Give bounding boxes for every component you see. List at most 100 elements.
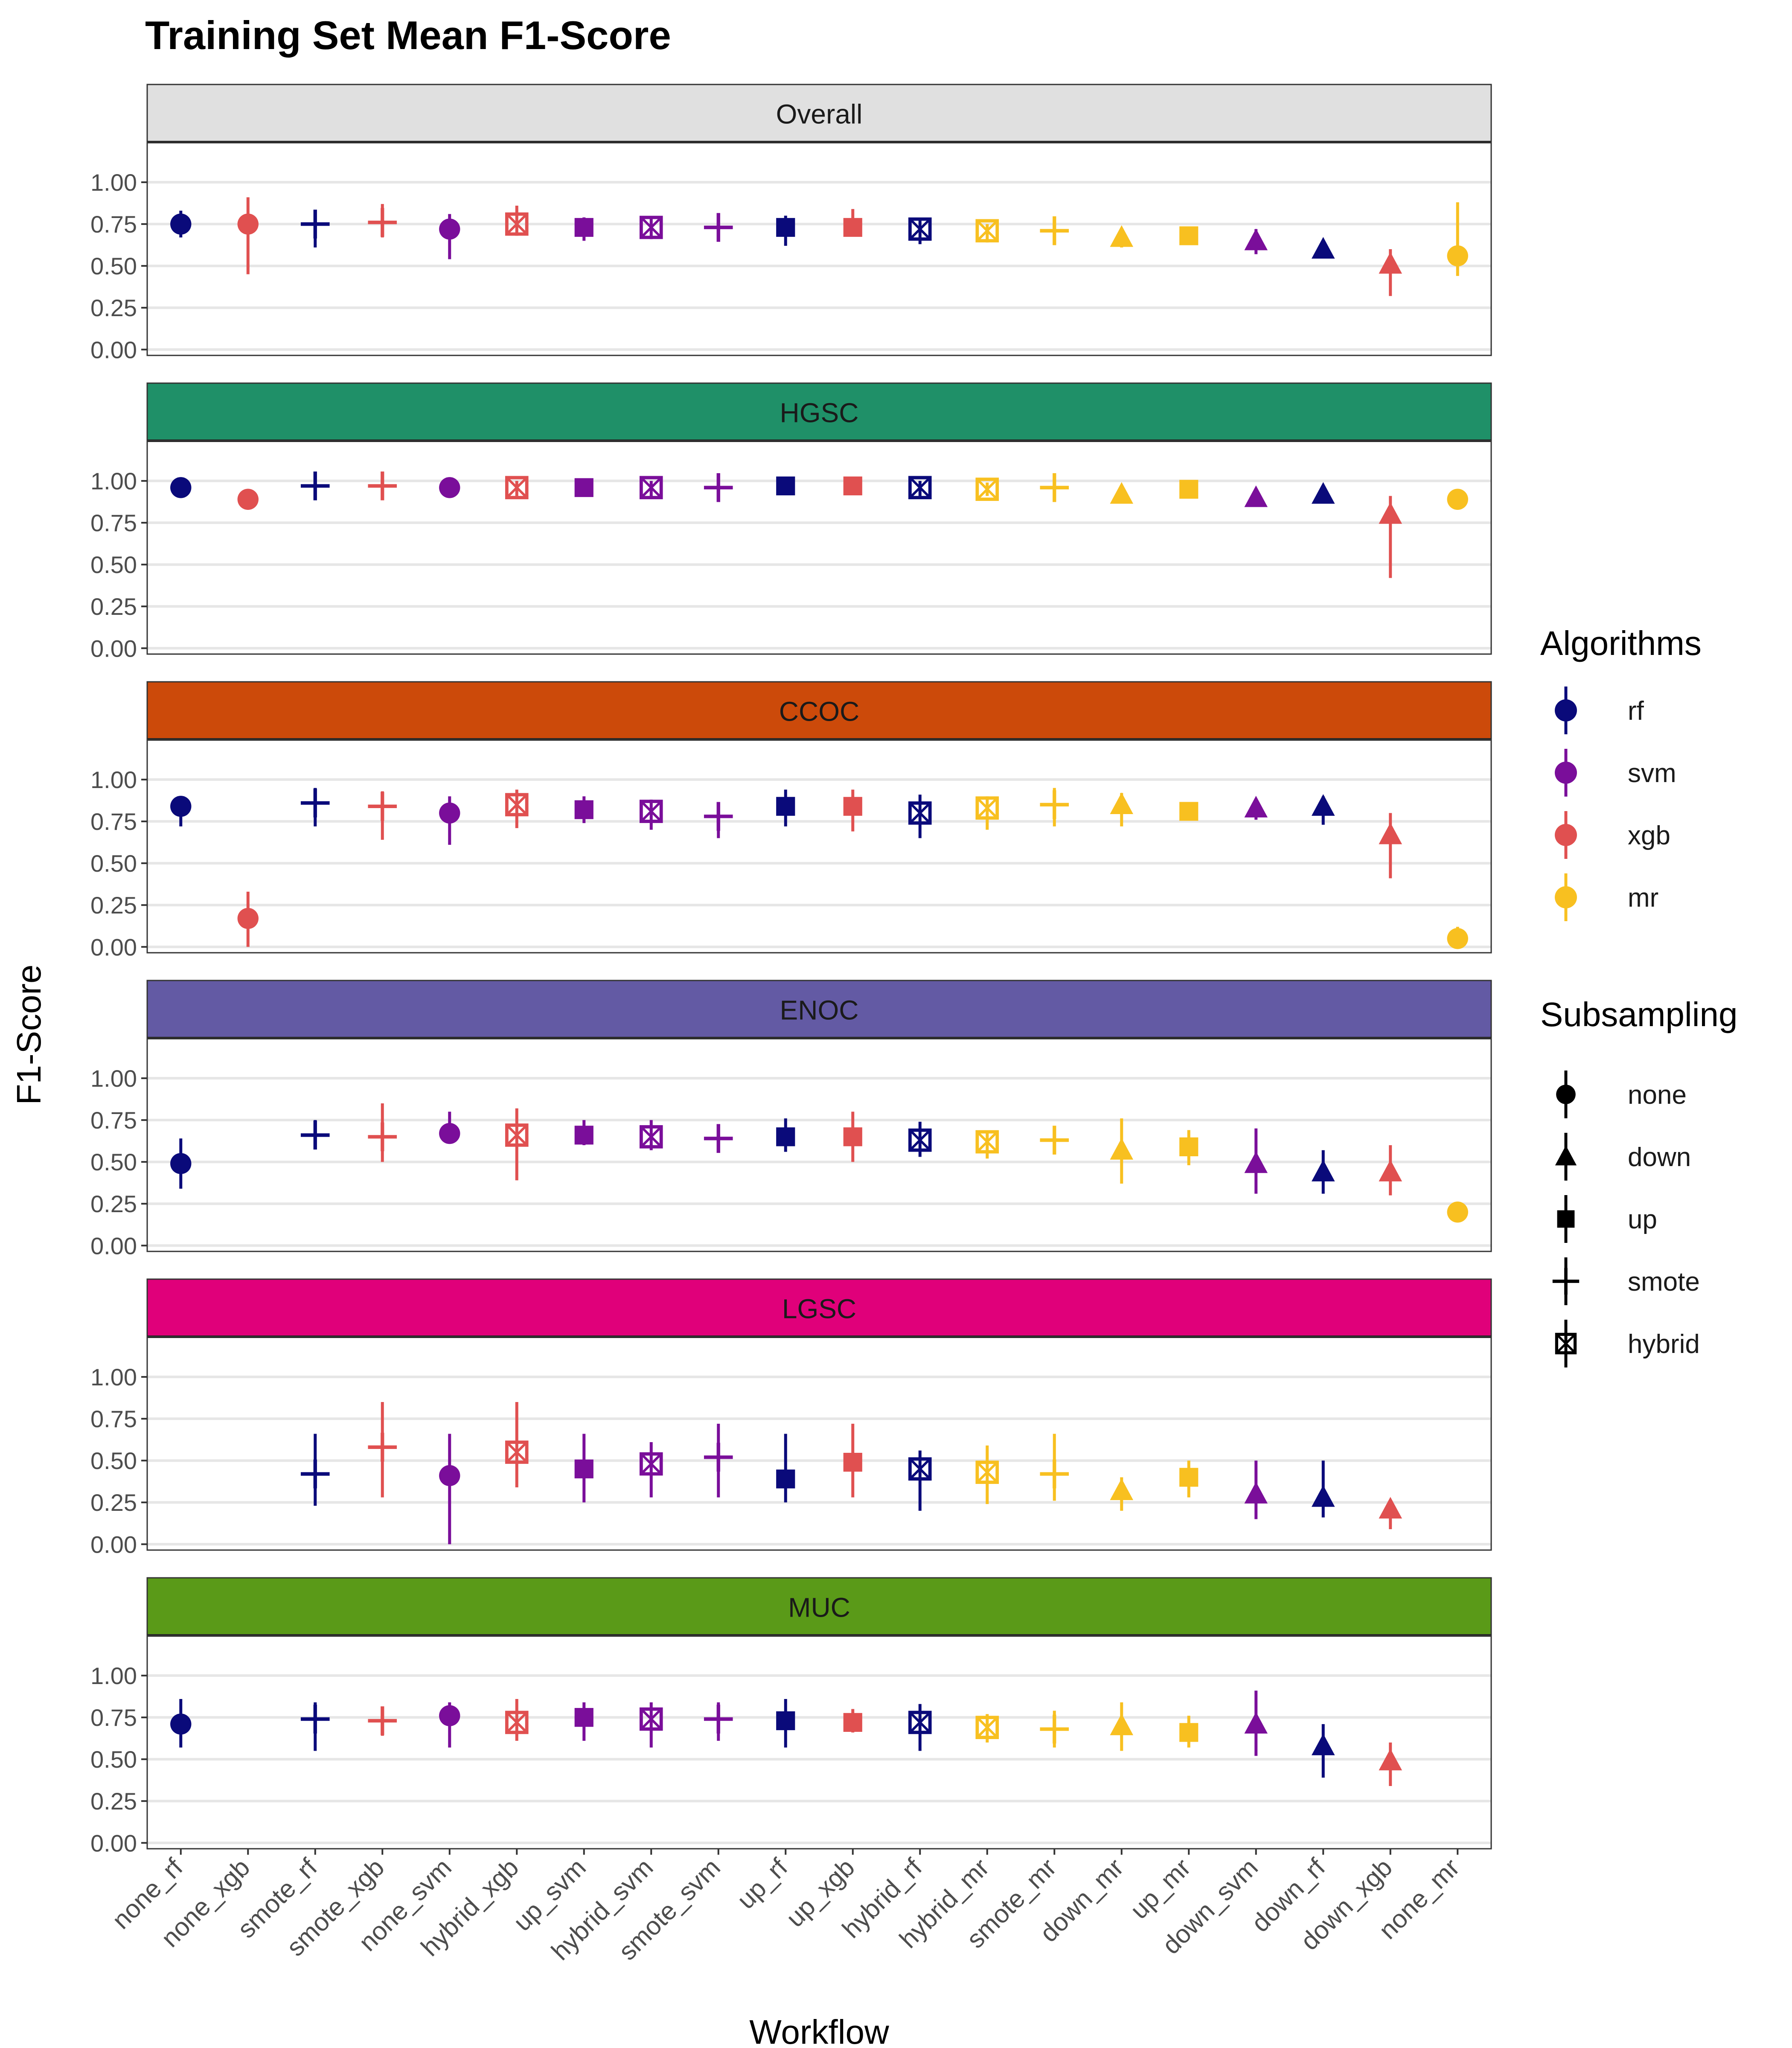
point-down_rf [1311, 1734, 1335, 1755]
point-hybrid_xgb [505, 1711, 529, 1734]
y-tick-label: 1.00 [90, 1662, 137, 1689]
point-down_xgb [1379, 822, 1402, 844]
y-tick-label: 0.00 [90, 1531, 137, 1558]
point-none_rf [170, 1153, 192, 1174]
point-up_svm [574, 1459, 593, 1478]
legend-key-hybrid [1555, 1332, 1577, 1355]
hybrid-marker-box [908, 476, 932, 500]
legend-key-xgb [1555, 824, 1577, 846]
point-hybrid_rf [908, 217, 932, 241]
hybrid-marker-cross-b [506, 477, 528, 499]
point-hybrid_mr [975, 796, 999, 820]
point-down_xgb [1379, 1497, 1402, 1519]
point-hybrid_svm [639, 1707, 663, 1731]
point-none_svm [439, 477, 460, 498]
point-down_xgb [1379, 252, 1402, 274]
facet-strip-label: HGSC [780, 398, 859, 428]
point-none_svm [439, 802, 460, 824]
hybrid-marker-box [505, 476, 529, 500]
y-tick-label: 0.75 [90, 509, 137, 536]
hybrid-marker-box [908, 1711, 932, 1734]
legend-key-mr [1555, 886, 1577, 908]
y-tick-label: 0.25 [90, 294, 137, 321]
facet-panel-lgsc: LGSC 0.00 0.25 0.50 0.75 1.00 [90, 1278, 1492, 1558]
point-smote_svm [704, 213, 733, 242]
hybrid-marker-box [639, 1125, 663, 1149]
hybrid-marker-cross-b [506, 794, 528, 816]
hybrid-marker-cross-b [1556, 1333, 1576, 1354]
legend-key-down [1555, 1145, 1577, 1166]
hybrid-marker-cross-b [976, 478, 998, 500]
hybrid-marker-cross-b [640, 1453, 662, 1475]
point-hybrid_xgb [505, 793, 529, 817]
hybrid-marker-box [975, 219, 999, 243]
chart-title: Training Set Mean F1-Score [145, 13, 671, 58]
point-down_svm [1244, 1482, 1268, 1504]
point-hybrid_svm [639, 800, 663, 823]
hybrid-marker-box [908, 1128, 932, 1152]
y-axis-title: F1-Score [10, 965, 48, 1105]
legend-key-smote [1552, 1268, 1580, 1295]
facet-strip-label: CCOC [779, 696, 859, 727]
point-down_svm [1244, 1151, 1268, 1173]
legend-label-up: up [1628, 1205, 1657, 1234]
hybrid-marker-cross-b [640, 216, 662, 239]
point-hybrid_rf [908, 1457, 932, 1481]
y-tick-label: 1.00 [90, 1364, 137, 1391]
hybrid-marker-cross-b [909, 477, 931, 499]
point-down_xgb [1379, 502, 1402, 524]
point-smote_mr [1040, 1459, 1069, 1489]
hybrid-marker-cross-b [909, 1458, 931, 1480]
point-none_svm [439, 1465, 460, 1487]
point-hybrid_mr [975, 1716, 999, 1739]
point-smote_svm [704, 1443, 733, 1472]
point-up_svm [574, 1126, 593, 1145]
hybrid-marker-box [975, 1130, 999, 1154]
facet-strip [146, 1577, 1492, 1636]
facet-strip [146, 382, 1492, 442]
hybrid-marker-cross-b [909, 1711, 931, 1734]
point-smote_svm [704, 802, 733, 831]
hybrid-marker-box [975, 477, 999, 501]
point-hybrid_xgb [505, 1123, 529, 1147]
hybrid-marker-box [639, 1707, 663, 1731]
y-tick-label: 0.75 [90, 211, 137, 238]
point-hybrid_mr [975, 219, 999, 243]
point-none_xgb [237, 489, 259, 510]
facet-strip-label: MUC [788, 1592, 850, 1623]
legend-label-smote: smote [1628, 1267, 1700, 1297]
facet-panel-ccoc: CCOC 0.00 0.25 0.50 0.75 1.00 [90, 681, 1492, 960]
point-smote_mr [1040, 473, 1069, 502]
point-none_svm [439, 1123, 460, 1144]
hybrid-marker-cross-b [976, 797, 998, 819]
point-none_mr [1447, 928, 1468, 949]
y-tick-label: 0.75 [90, 1704, 137, 1731]
point-hybrid_svm [639, 476, 663, 500]
point-none_svm [439, 218, 460, 240]
y-tick-label: 0.25 [90, 1489, 137, 1516]
hybrid-marker-box [975, 1716, 999, 1739]
point-hybrid_xgb [505, 1440, 529, 1464]
panel-border [146, 1336, 1492, 1551]
hybrid-marker-cross-b [640, 477, 662, 499]
legend-key-up [1557, 1210, 1575, 1228]
point-smote_mr [1040, 216, 1069, 245]
hybrid-marker-box [639, 215, 663, 239]
point-up_rf [776, 1469, 795, 1489]
point-none_xgb [237, 908, 259, 929]
y-tick-label: 0.50 [90, 551, 137, 578]
y-tick-label: 0.25 [90, 1190, 137, 1217]
point-up_svm [574, 1708, 593, 1727]
point-smote_mr [1040, 1126, 1069, 1155]
point-up_rf [776, 476, 795, 495]
y-tick-label: 0.50 [90, 850, 137, 877]
point-hybrid_xgb [505, 476, 529, 500]
legend-subsampling-title: Subsampling [1540, 995, 1738, 1033]
y-tick-label: 1.00 [90, 1065, 137, 1092]
point-smote_svm [704, 1705, 733, 1734]
legend-algorithms-title: Algorithms [1540, 624, 1702, 662]
point-hybrid_mr [975, 477, 999, 501]
y-tick-label: 0.25 [90, 892, 137, 919]
point-smote_xgb [368, 792, 397, 821]
point-hybrid_rf [908, 1128, 932, 1152]
